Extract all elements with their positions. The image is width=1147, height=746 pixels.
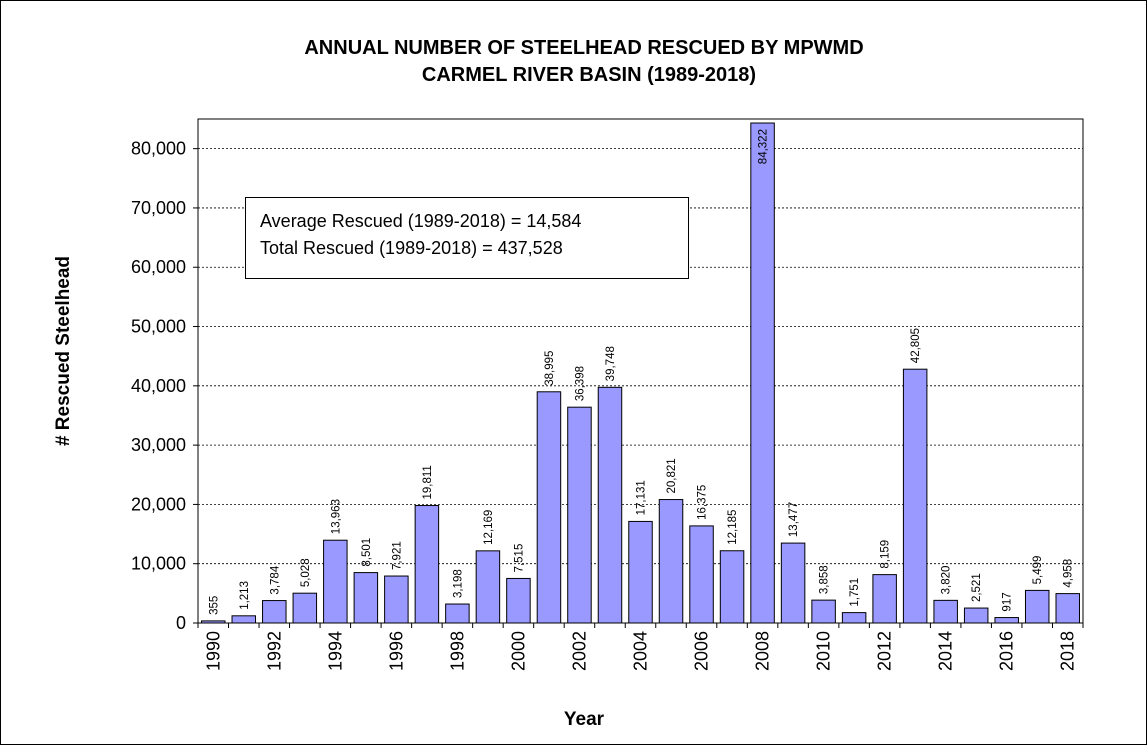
data-labels: 355 1,213 3,784 5,028 13,963 8,501 7,921 19,811… [208,129,1074,615]
x-tick-label: 2004 [631,631,651,671]
y-tick-label: 60,000 [131,257,186,277]
bar-2017 [1024,589,1050,624]
bar-2016 [994,617,1019,624]
x-tick-label: 2006 [692,631,712,671]
total-rescued-text: Total Rescued (1989-2018) = 437,528 [260,238,563,258]
bar-2003 [597,386,623,624]
bar-2014 [933,599,958,624]
y-tick-label: 0 [176,613,186,633]
x-axis-title: Year [564,709,605,730]
bars [201,122,1080,624]
data-label: 5,499 [1032,556,1044,585]
data-label: 42,805 [910,328,922,363]
bar-2008 [750,122,775,624]
bar-1998 [445,603,470,624]
bar-2013 [902,368,928,624]
data-label: 3,784 [269,565,281,594]
data-label: 3,198 [452,569,464,598]
data-label: 39,748 [605,346,617,381]
data-label: 3,820 [941,566,953,595]
data-label: 19,811 [422,465,434,499]
bar-2001 [536,391,562,624]
data-label: 12,169 [483,510,495,545]
bar-2004 [628,520,653,624]
bar-2006 [689,525,714,624]
data-label: 16,375 [697,485,709,520]
x-tick-label: 2008 [753,631,773,671]
data-label: 4,958 [1063,559,1075,588]
data-label: 355 [208,596,220,615]
data-label: 84,322 [758,129,770,164]
x-tick-label: 2000 [508,631,528,671]
bar-2000 [506,577,531,624]
bar-1996 [384,575,409,624]
y-tick-label: 30,000 [131,435,186,455]
bar-1990 [201,620,226,624]
bar-1992 [262,600,287,624]
data-label: 8,501 [361,538,373,567]
bar-2005 [658,499,684,624]
bar-2012 [872,574,897,624]
y-tick-label: 40,000 [131,376,186,396]
summary-annotation-box: Average Rescued (1989-2018) = 14,584 Tot… [245,197,689,279]
x-tick-label: 2018 [1058,631,1078,671]
bar-2002 [567,406,592,624]
data-label: 38,995 [544,351,556,386]
bar-1995 [353,572,379,624]
data-label: 1,751 [849,578,861,607]
data-label: 13,963 [330,499,342,534]
chart-title-line-2: CARMEL RIVER BASIN (1989-2018) [422,64,756,86]
data-label: 8,159 [880,540,892,569]
data-label: 7,515 [513,544,525,573]
data-label: 12,185 [727,510,739,545]
data-label: 5,028 [300,558,312,587]
x-tick-label: 2014 [936,631,956,671]
gridlines [198,148,1083,565]
bar-1994 [323,539,348,624]
data-label: 917 [1002,592,1014,611]
bar-1999 [475,550,501,624]
y-tick-label: 10,000 [131,554,186,574]
bar-2015 [963,607,989,624]
x-tick-label: 2016 [997,631,1017,671]
x-axis-ticks: 1990 1992 1994 1996 1998 2000 2002 2004 2006 2008… [197,623,1084,671]
x-tick-label: 1998 [447,631,467,671]
x-tick-label: 1992 [264,631,284,671]
x-tick-label: 2012 [875,631,895,671]
bar-1993 [292,592,318,624]
y-tick-label: 70,000 [131,198,186,218]
x-tick-label: 1996 [386,631,406,671]
y-tick-label: 20,000 [131,494,186,514]
y-axis-ticks: 0 10,000 20,000 30,000 40,000 50,000 60,000 70,… [131,139,198,633]
chart-title-line-1: ANNUAL NUMBER OF STEELHEAD RESCUED BY MP… [304,37,863,59]
bar-1991 [231,615,257,624]
bar-2007 [719,550,745,624]
data-label: 36,398 [574,366,586,401]
x-tick-label: 1994 [325,631,345,671]
bar-1997 [414,505,440,624]
data-label: 13,477 [788,502,800,537]
x-tick-label: 2010 [814,631,834,671]
bar-2010 [811,599,836,624]
x-tick-label: 1990 [203,631,223,671]
data-label: 1,213 [239,581,251,610]
data-label: 2,521 [971,573,983,602]
y-axis-title: # Rescued Steelhead [53,256,74,446]
y-tick-label: 50,000 [131,317,186,337]
bar-2018 [1055,593,1080,624]
bar-2009 [780,542,806,624]
data-label: 17,131 [636,480,648,515]
average-rescued-text: Average Rescued (1989-2018) = 14,584 [260,211,582,231]
bar-2011 [841,612,867,624]
y-tick-label: 80,000 [131,139,186,159]
data-label: 20,821 [666,458,678,493]
data-label: 3,858 [819,565,831,594]
x-tick-label: 2002 [569,631,589,671]
data-label: 7,921 [391,541,403,570]
